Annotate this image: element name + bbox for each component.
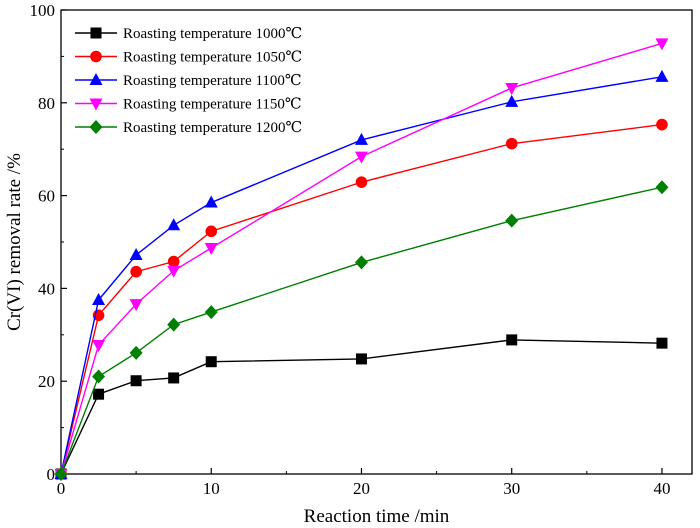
data-point: [655, 69, 669, 82]
series-layer: [54, 38, 669, 481]
data-point: [205, 225, 218, 238]
data-point: [354, 151, 368, 164]
data-point: [129, 345, 143, 360]
data-point: [656, 337, 668, 349]
data-point: [129, 247, 143, 260]
data-point: [505, 137, 518, 150]
data-point: [505, 82, 519, 95]
data-point: [655, 38, 669, 51]
series-1: [55, 334, 668, 480]
legend: Roasting temperature 1000℃ Roasting tempe…: [75, 26, 302, 136]
data-point: [205, 356, 217, 368]
y-tick-label: 100: [30, 1, 56, 20]
data-point: [92, 340, 106, 353]
legend-marker: [89, 120, 103, 134]
series-line: [60, 339, 662, 475]
legend-marker: [89, 73, 103, 85]
data-point: [204, 305, 218, 320]
data-point: [130, 375, 142, 387]
data-point: [204, 243, 218, 256]
data-point: [93, 388, 105, 400]
series-line: [60, 76, 663, 475]
series-5: [54, 180, 669, 481]
data-point: [167, 317, 181, 332]
series-line: [60, 123, 663, 475]
data-point: [92, 293, 106, 305]
legend-item: Roasting temperature 1100℃: [75, 73, 302, 89]
x-tick-label: 10: [203, 479, 220, 498]
y-tick-label: 20: [38, 372, 55, 391]
data-point: [130, 265, 142, 278]
x-tick-label: 20: [353, 479, 370, 498]
series-2: [55, 118, 668, 480]
data-point: [354, 255, 368, 270]
legend-label: Roasting temperature 1000℃: [123, 26, 302, 42]
legend-marker: [90, 27, 102, 39]
legend-label: Roasting temperature 1200℃: [123, 120, 302, 136]
data-point: [204, 195, 218, 208]
series-line: [60, 42, 663, 475]
y-tick-label: 0: [47, 465, 56, 484]
data-point: [655, 180, 669, 195]
x-tick-label: 30: [503, 479, 520, 498]
axis-ticks: 0 10 20 30 40 0 20 40 60 80 100: [30, 1, 671, 498]
data-point: [129, 299, 143, 312]
legend-item: Roasting temperature 1000℃: [75, 26, 302, 42]
legend-label: Roasting temperature 1150℃: [123, 97, 302, 113]
data-point: [167, 265, 181, 278]
data-point: [355, 176, 368, 188]
x-axis-title: Reaction time /min: [304, 506, 450, 527]
legend-marker: [89, 98, 103, 111]
data-point: [505, 94, 519, 107]
legend-label: Roasting temperature 1050℃: [123, 50, 302, 66]
y-tick-label: 60: [38, 187, 55, 206]
data-point: [167, 218, 181, 231]
legend-item: Roasting temperature 1150℃: [75, 97, 302, 113]
y-axis-title: Cr(VI) removal rate /%: [4, 153, 25, 331]
data-point: [355, 353, 367, 365]
legend-marker: [90, 50, 102, 63]
data-point: [92, 369, 106, 384]
data-point: [54, 467, 68, 481]
series-line: [60, 186, 663, 475]
data-point: [354, 132, 368, 145]
y-tick-label: 40: [38, 279, 55, 298]
legend-item: Roasting temperature 1200℃: [75, 120, 302, 136]
x-tick-label: 40: [653, 479, 670, 498]
data-point: [505, 213, 519, 228]
data-point: [167, 255, 180, 268]
legend-item: Roasting temperature 1050℃: [75, 50, 302, 66]
data-point: [506, 334, 518, 346]
legend-label: Roasting temperature 1100℃: [123, 73, 302, 89]
y-tick-label: 80: [38, 94, 55, 113]
data-point: [656, 118, 668, 131]
x-tick-label: 0: [57, 479, 66, 498]
data-point: [168, 372, 180, 384]
